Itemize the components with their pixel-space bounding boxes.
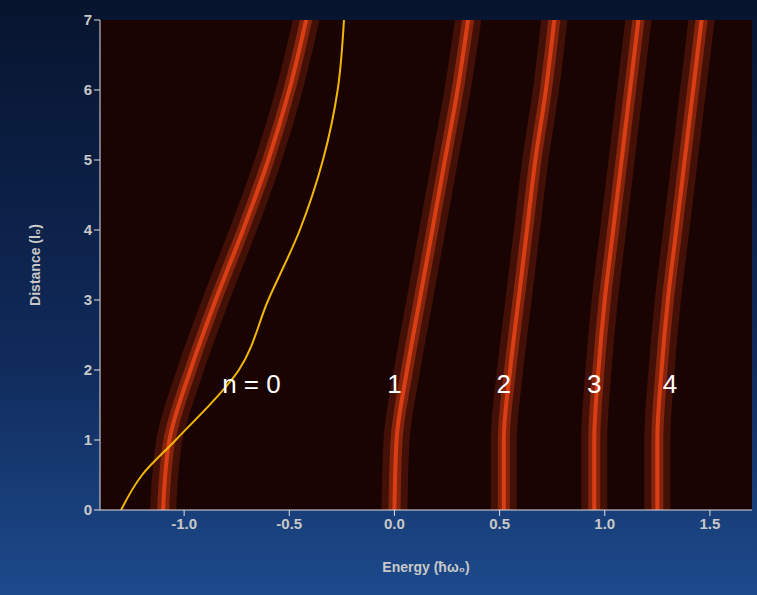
svg-text:2: 2	[84, 361, 92, 378]
svg-text:1.0: 1.0	[594, 515, 615, 532]
svg-text:4: 4	[663, 369, 677, 399]
svg-text:3: 3	[84, 291, 92, 308]
svg-text:3: 3	[587, 369, 601, 399]
svg-text:0.5: 0.5	[489, 515, 510, 532]
svg-text:1: 1	[387, 369, 401, 399]
svg-text:1.5: 1.5	[700, 515, 721, 532]
svg-text:5: 5	[84, 151, 92, 168]
svg-text:7: 7	[84, 11, 92, 28]
svg-text:6: 6	[84, 81, 92, 98]
svg-text:-0.5: -0.5	[276, 515, 302, 532]
svg-text:2: 2	[497, 369, 511, 399]
svg-text:n = 0: n = 0	[222, 369, 281, 399]
svg-text:0.0: 0.0	[384, 515, 405, 532]
svg-text:1: 1	[84, 431, 92, 448]
svg-text:Distance (l₀): Distance (l₀)	[27, 224, 43, 306]
svg-text:-1.0: -1.0	[171, 515, 197, 532]
svg-text:0: 0	[84, 501, 92, 518]
svg-text:Energy (ħω₀): Energy (ħω₀)	[382, 559, 469, 575]
svg-text:4: 4	[84, 221, 93, 238]
